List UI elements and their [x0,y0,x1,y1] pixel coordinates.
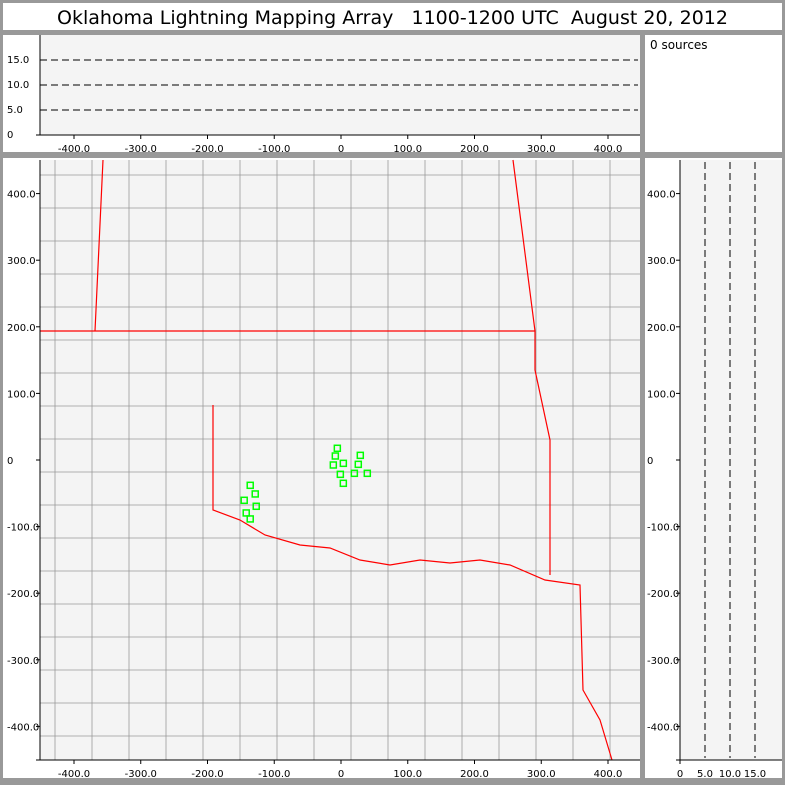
x-tick-label: 100.0 [393,144,422,155]
y-tick-label: 0 [7,456,13,467]
x-tick-label: 200.0 [460,769,489,780]
station-marker [356,451,365,460]
station-marker [354,460,363,469]
y-tick-label: -300.0 [647,656,679,667]
y-tick-label: 0 [7,130,13,141]
station-marker [333,444,342,453]
x-tick-label: 10.0 [719,769,741,780]
y-tick-label: 200.0 [647,323,676,334]
y-tick-label: 400.0 [7,190,36,201]
y-tick-label: 300.0 [7,256,36,267]
plot-title: Oklahoma Lightning Mapping Array 1100-12… [3,3,782,30]
y-tick-label: -100.0 [647,523,679,534]
x-tick-label: -100.0 [258,144,290,155]
y-tick-label: 200.0 [7,323,36,334]
station-marker [336,470,345,479]
x-tick-label: -400.0 [58,769,90,780]
ns-plot-area [680,160,782,760]
x-tick-label: -200.0 [191,144,223,155]
x-tick-label: -200.0 [191,769,223,780]
station-marker [240,496,248,505]
y-tick-label: 100.0 [647,389,676,400]
station-marker [331,452,340,460]
station-marker [339,479,348,488]
station-marker [339,459,348,468]
y-tick-label: -200.0 [647,589,679,600]
y-tick-label: 0 [647,456,653,467]
x-tick-label: -100.0 [258,769,290,780]
y-tick-label: 100.0 [7,389,36,400]
x-tick-label: 15.0 [744,769,766,780]
x-tick-label: -300.0 [125,144,157,155]
y-tick-label: 10.0 [7,80,29,91]
x-tick-label: 400.0 [594,769,623,780]
x-tick-label: 300.0 [527,144,556,155]
station-marker [252,502,260,511]
x-tick-label: 0 [338,769,344,780]
station-marker [246,481,254,490]
y-tick-label: 15.0 [7,55,29,66]
y-tick-label: 5.0 [7,105,23,116]
station-marker [350,469,359,478]
state-borders [40,159,613,761]
y-tick-label: -100.0 [7,523,39,534]
station-marker [246,515,254,523]
y-tick-label: 300.0 [647,256,676,267]
x-tick-label: 0 [338,144,344,155]
x-tick-label: 0 [677,769,683,780]
y-tick-label: 400.0 [647,190,676,201]
station-marker [242,509,250,517]
x-tick-label: 400.0 [594,144,623,155]
x-tick-label: -300.0 [125,769,157,780]
y-tick-label: -300.0 [7,656,39,667]
x-tick-label: -400.0 [58,144,90,155]
x-tick-label: 5.0 [697,769,713,780]
source-count: 0 sources [650,38,708,52]
sources-panel [645,35,782,152]
x-tick-label: 100.0 [393,769,422,780]
station-marker [363,469,372,478]
y-tick-label: -400.0 [647,722,679,733]
station-marker [329,461,338,469]
y-tick-label: -200.0 [7,589,39,600]
x-tick-label: 300.0 [527,769,556,780]
x-tick-label: 200.0 [460,144,489,155]
county-boundaries [40,160,640,760]
station-marker [251,490,259,498]
y-tick-label: -400.0 [7,722,39,733]
